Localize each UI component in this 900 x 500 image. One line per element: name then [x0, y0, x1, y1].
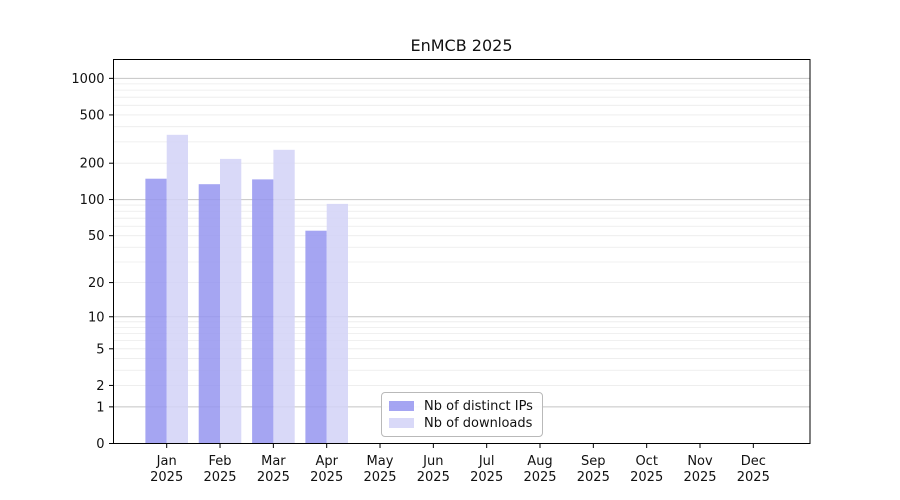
- x-axis-tick-label-month: Jun: [422, 454, 443, 469]
- x-axis-tick-label-month: Oct: [635, 454, 657, 469]
- chart-title: EnMCB 2025: [410, 36, 513, 55]
- x-axis-tick-label-month: Dec: [741, 454, 766, 469]
- legend-item-downloads: Nb of downloads: [389, 415, 542, 432]
- y-axis-tick-label: 200: [80, 157, 105, 172]
- y-axis-tick-label: 2: [96, 379, 104, 394]
- plot-border: [113, 59, 811, 444]
- x-axis-tick-label-year: 2025: [310, 470, 343, 485]
- x-axis-tick-label-year: 2025: [150, 470, 183, 485]
- x-axis-tick-label-year: 2025: [577, 470, 610, 485]
- y-axis-tick-label: 5: [96, 342, 104, 357]
- x-axis-tick-label-year: 2025: [683, 470, 716, 485]
- x-axis-tick-label-month: Jan: [156, 454, 177, 469]
- bar-distinct-ips-apr: [305, 230, 327, 444]
- legend: Nb of distinct IPs Nb of downloads: [381, 392, 543, 437]
- y-axis-tick-label: 500: [80, 108, 105, 123]
- x-axis-tick-label-month: Feb: [208, 454, 231, 469]
- x-axis-tick-label-year: 2025: [417, 470, 450, 485]
- bar-downloads-mar: [273, 149, 295, 444]
- x-axis-tick-label-year: 2025: [363, 470, 396, 485]
- legend-label-distinct-ips: Nb of distinct IPs: [424, 398, 533, 414]
- x-axis-tick-label-month: Nov: [687, 454, 713, 469]
- y-axis-tick-label: 10: [88, 310, 105, 325]
- legend-label-downloads: Nb of downloads: [424, 415, 533, 431]
- y-axis-tick-label: 50: [88, 229, 105, 244]
- legend-item-distinct-ips: Nb of distinct IPs: [389, 398, 542, 415]
- x-axis-tick-label-year: 2025: [523, 470, 556, 485]
- y-axis-tick-label: 20: [88, 276, 105, 291]
- x-axis-tick-label-month: Apr: [315, 454, 338, 469]
- y-axis-tick-label: 100: [80, 193, 105, 208]
- bar-downloads-jan: [166, 134, 188, 444]
- x-axis-tick-label-month: May: [367, 454, 394, 469]
- y-axis-tick-label: 1: [96, 400, 104, 415]
- x-axis-tick-label-month: Jul: [478, 454, 495, 469]
- x-axis-tick-label-year: 2025: [737, 470, 770, 485]
- legend-swatch-downloads-icon: [389, 418, 414, 428]
- x-axis-tick-label-year: 2025: [470, 470, 503, 485]
- bar-downloads-feb: [220, 158, 242, 444]
- legend-swatch-distinct-ips-icon: [389, 401, 414, 411]
- bar-distinct-ips-mar: [252, 179, 274, 444]
- x-axis-tick-label-year: 2025: [630, 470, 663, 485]
- y-axis-tick-label: 1000: [71, 72, 104, 87]
- bar-downloads-apr: [326, 203, 348, 444]
- bar-distinct-ips-feb: [198, 184, 220, 444]
- x-axis-tick-label-year: 2025: [257, 470, 290, 485]
- x-axis-tick-label-month: Sep: [581, 454, 606, 469]
- x-axis-tick-label-month: Mar: [261, 454, 286, 469]
- x-axis-tick-label-year: 2025: [203, 470, 236, 485]
- bar-distinct-ips-jan: [145, 178, 167, 444]
- y-axis-tick-label: 0: [96, 437, 104, 452]
- x-axis-tick-label-month: Aug: [527, 454, 552, 469]
